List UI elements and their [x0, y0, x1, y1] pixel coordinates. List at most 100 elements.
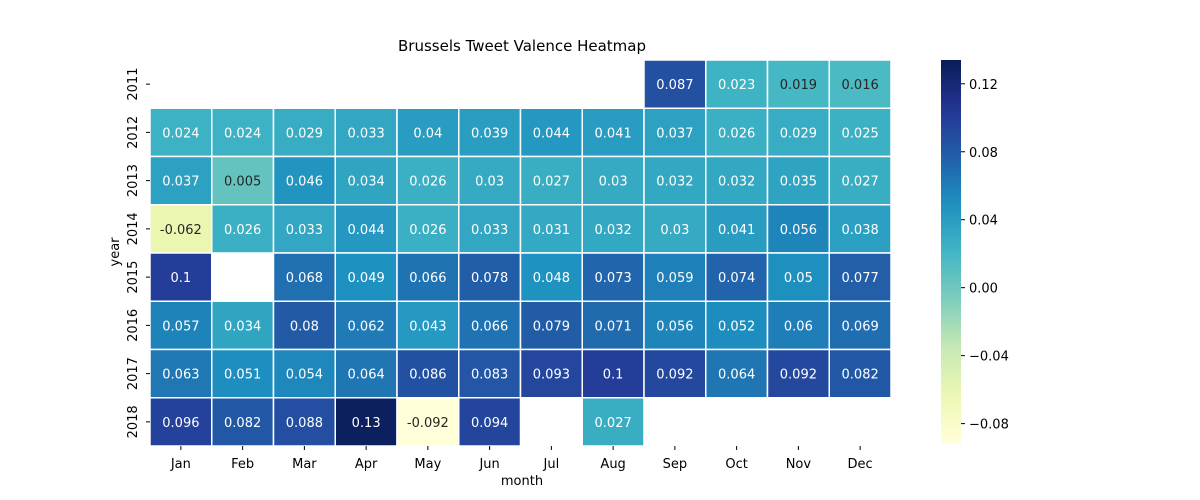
y-tick-label: 2017	[126, 357, 141, 390]
cell-value-label: 0.03	[660, 223, 689, 238]
cell-value-label: 0.03	[475, 175, 504, 190]
cell-value-label: 0.074	[718, 271, 755, 286]
colorbar-tick-label: 0.00	[969, 282, 998, 297]
cell-value-label: 0.093	[533, 368, 570, 383]
heatmap-cells: 0.087 0.023 0.019 0.016 0.024 0.024 0.029 0.033…	[149, 59, 892, 447]
cell-value-label: 0.037	[162, 175, 199, 190]
cell-value-label: 0.1	[603, 368, 624, 383]
y-tick-label: 2013	[126, 164, 141, 197]
y-tick-label: 2018	[126, 405, 141, 438]
heatmap-cell	[581, 107, 645, 158]
x-tick-label: Oct	[725, 457, 747, 472]
heatmap-cell	[334, 107, 398, 158]
cell-value-label: 0.039	[471, 126, 508, 141]
cell-value-label: 0.056	[656, 319, 693, 334]
cell-value-label: 0.038	[842, 223, 879, 238]
cell-value-label: 0.048	[533, 271, 570, 286]
cell-value-label: 0.046	[286, 175, 323, 190]
cell-value-label: 0.071	[595, 319, 632, 334]
cell-value-label: 0.087	[656, 78, 693, 93]
y-tick-label: 2016	[126, 309, 141, 342]
x-tick-label: May	[414, 457, 441, 472]
cell-value-label: 0.094	[471, 416, 508, 431]
cell-value-label: 0.04	[413, 126, 442, 141]
y-tick-label: 2014	[126, 212, 141, 245]
heatmap-cell	[705, 300, 769, 351]
heatmap-cell	[396, 300, 460, 351]
x-tick-label: Sep	[663, 457, 688, 472]
cell-value-label: 0.13	[352, 416, 381, 431]
heatmap-cell	[149, 204, 213, 254]
heatmap-cell	[581, 204, 645, 254]
cell-value-label: 0.027	[842, 175, 879, 190]
x-tick-label: Jul	[543, 457, 560, 472]
heatmap-cell	[766, 348, 830, 399]
colorbar-tick-label: 0.12	[969, 78, 998, 93]
cell-value-label: 0.066	[471, 319, 508, 334]
heatmap-cell	[149, 348, 213, 399]
cell-value-label: 0.033	[286, 223, 323, 238]
cell-value-label: 0.086	[409, 368, 446, 383]
heatmap-cell	[458, 107, 522, 158]
cell-value-label: 0.1	[171, 271, 192, 286]
heatmap-cell	[272, 252, 336, 302]
y-axis: 2011 2012 2013 2014 2015 2016 2017 2018	[126, 68, 150, 438]
heatmap-cell	[211, 107, 275, 158]
heatmap-cell	[211, 300, 275, 351]
cell-value-label: 0.031	[533, 223, 570, 238]
cell-value-label: 0.049	[348, 271, 385, 286]
cell-value-label: 0.092	[656, 368, 693, 383]
cell-value-label: 0.054	[286, 368, 323, 383]
cell-value-label: 0.052	[718, 319, 755, 334]
cell-value-label: 0.035	[780, 175, 817, 190]
heatmap-cell	[705, 348, 769, 399]
cell-value-label: -0.092	[407, 416, 449, 431]
cell-value-label: 0.041	[718, 223, 755, 238]
heatmap-cell	[581, 397, 645, 447]
heatmap-cell	[828, 59, 892, 109]
heatmap-cell	[458, 155, 522, 206]
heatmap-cell	[766, 155, 830, 206]
cell-value-label: 0.059	[656, 271, 693, 286]
heatmap-cell	[334, 155, 398, 206]
heatmap-cell	[458, 252, 522, 302]
cell-value-label: 0.078	[471, 271, 508, 286]
heatmap-cell	[643, 348, 707, 399]
heatmap-cell	[272, 204, 336, 254]
cell-value-label: 0.088	[286, 416, 323, 431]
cell-value-label: 0.096	[162, 416, 199, 431]
heatmap-cell	[581, 300, 645, 351]
colorbar-tick-label: 0.04	[969, 214, 998, 229]
cell-value-label: 0.056	[780, 223, 817, 238]
cell-value-label: 0.033	[471, 223, 508, 238]
cell-value-label: 0.03	[599, 175, 628, 190]
cell-value-label: 0.034	[348, 175, 385, 190]
cell-value-label: 0.026	[224, 223, 261, 238]
cell-value-label: 0.043	[409, 319, 446, 334]
cell-value-label: 0.025	[842, 126, 879, 141]
cell-value-label: 0.057	[162, 319, 199, 334]
cell-value-label: 0.024	[224, 126, 261, 141]
colorbar-tick-label: −0.08	[969, 418, 1009, 433]
heatmap-cell	[643, 252, 707, 302]
heatmap-cell	[705, 107, 769, 158]
heatmap-cell	[828, 155, 892, 206]
cell-value-label: 0.023	[718, 78, 755, 93]
cell-value-label: 0.033	[348, 126, 385, 141]
heatmap-cell	[828, 107, 892, 158]
cell-value-label: 0.044	[533, 126, 570, 141]
cell-value-label: 0.016	[842, 78, 879, 93]
heatmap-cell	[334, 397, 398, 447]
cell-value-label: 0.064	[718, 368, 755, 383]
heatmap-cell	[705, 252, 769, 302]
cell-value-label: 0.027	[595, 416, 632, 431]
heatmap-cell	[272, 397, 336, 447]
cell-value-label: 0.026	[718, 126, 755, 141]
colorbar-tick-label: −0.04	[969, 350, 1009, 365]
cell-value-label: 0.032	[656, 175, 693, 190]
cell-value-label: 0.068	[286, 271, 323, 286]
heatmap-cell	[705, 59, 769, 109]
heatmap-cell	[643, 59, 707, 109]
cell-value-label: 0.005	[224, 175, 261, 190]
